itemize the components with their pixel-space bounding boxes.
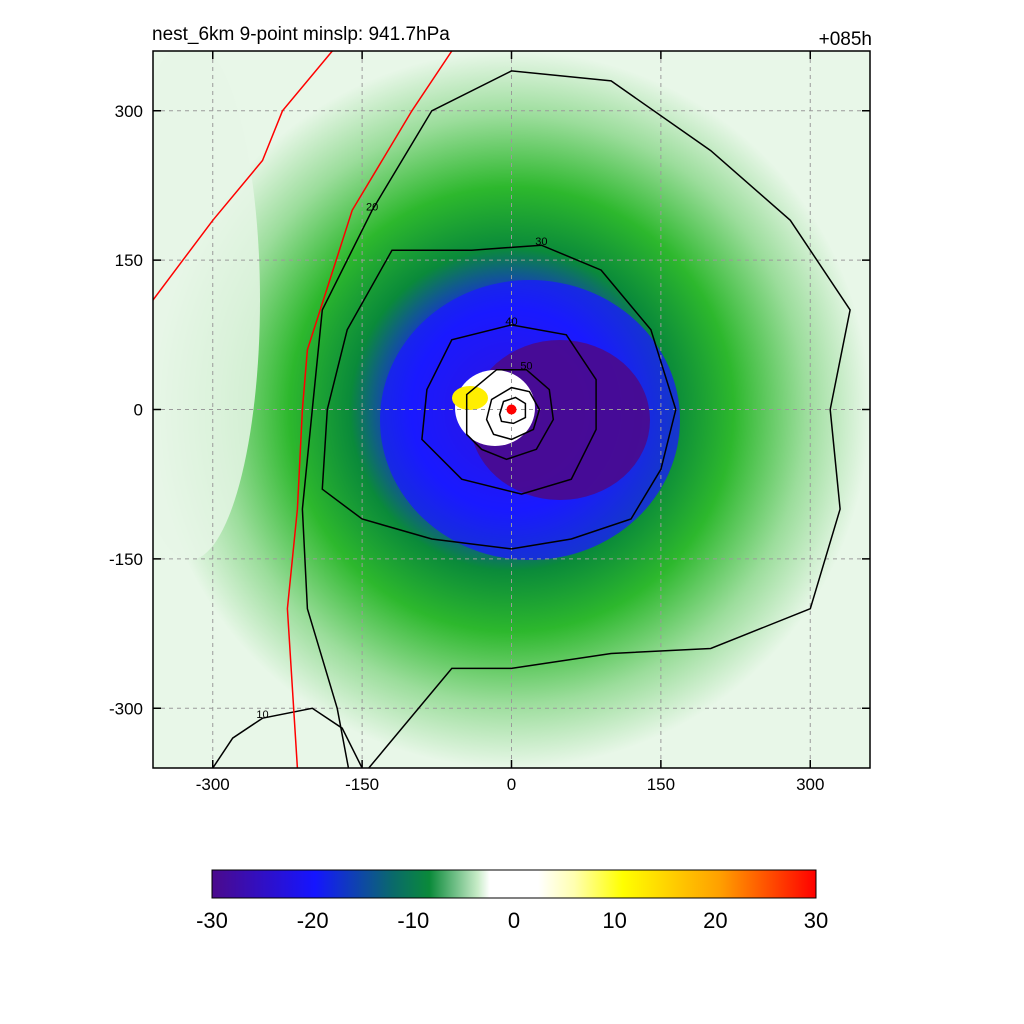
storm-center-marker — [506, 404, 517, 415]
colorbar — [211, 869, 817, 899]
colorbar-tick-label: -10 — [397, 908, 429, 933]
x-tick-label: 150 — [647, 775, 675, 794]
contour-line — [498, 396, 527, 425]
colorbar-tick-label: 0 — [508, 908, 520, 933]
contour-label: 30 — [535, 236, 547, 248]
contour-label: 10 — [256, 709, 268, 721]
contour-line — [421, 324, 597, 495]
chart-title: nest_6km 9-point minslp: 941.7hPa — [152, 24, 450, 45]
colorbar-tick-label: 30 — [804, 908, 828, 933]
colorbar-tick-label: -30 — [196, 908, 228, 933]
contour-line — [212, 707, 363, 768]
contour-line — [465, 368, 555, 461]
eye-yellow-patch — [452, 386, 488, 410]
west-dry-band — [153, 51, 260, 560]
x-tick-label: 0 — [507, 775, 516, 794]
y-tick-label: 0 — [134, 401, 143, 420]
contour-line — [301, 70, 851, 768]
boundary-line — [153, 51, 333, 301]
x-tick-label: -150 — [345, 775, 379, 794]
x-tick-label: -300 — [196, 775, 230, 794]
colorbar-tick-label: -20 — [297, 908, 329, 933]
contour-label: 50 — [520, 361, 532, 373]
colorbar-ticks: -30 -20 -10 0 10 20 30 — [196, 908, 828, 933]
contour-line — [485, 386, 541, 441]
x-tick-label: 300 — [796, 775, 824, 794]
boundary-line — [286, 51, 453, 768]
contour-lines: 10 20 30 40 50 — [153, 51, 851, 768]
colorbar-tick-label: 20 — [703, 908, 727, 933]
contour-line — [321, 244, 677, 550]
axis-ticks: -300 -150 0 150 300 -300 -150 0 150 300 — [109, 51, 870, 794]
y-tick-label: -300 — [109, 699, 143, 718]
contour-label: 20 — [366, 201, 378, 213]
center-marker-group — [506, 404, 517, 415]
y-tick-label: 300 — [115, 102, 143, 121]
chart-time-label: +085h — [819, 29, 872, 50]
plot-area: 10 20 30 40 50 — [153, 51, 870, 768]
y-tick-label: -150 — [109, 550, 143, 569]
colorbar-tick-label: 10 — [602, 908, 626, 933]
y-tick-label: 150 — [115, 251, 143, 270]
contour-label: 40 — [505, 316, 517, 328]
